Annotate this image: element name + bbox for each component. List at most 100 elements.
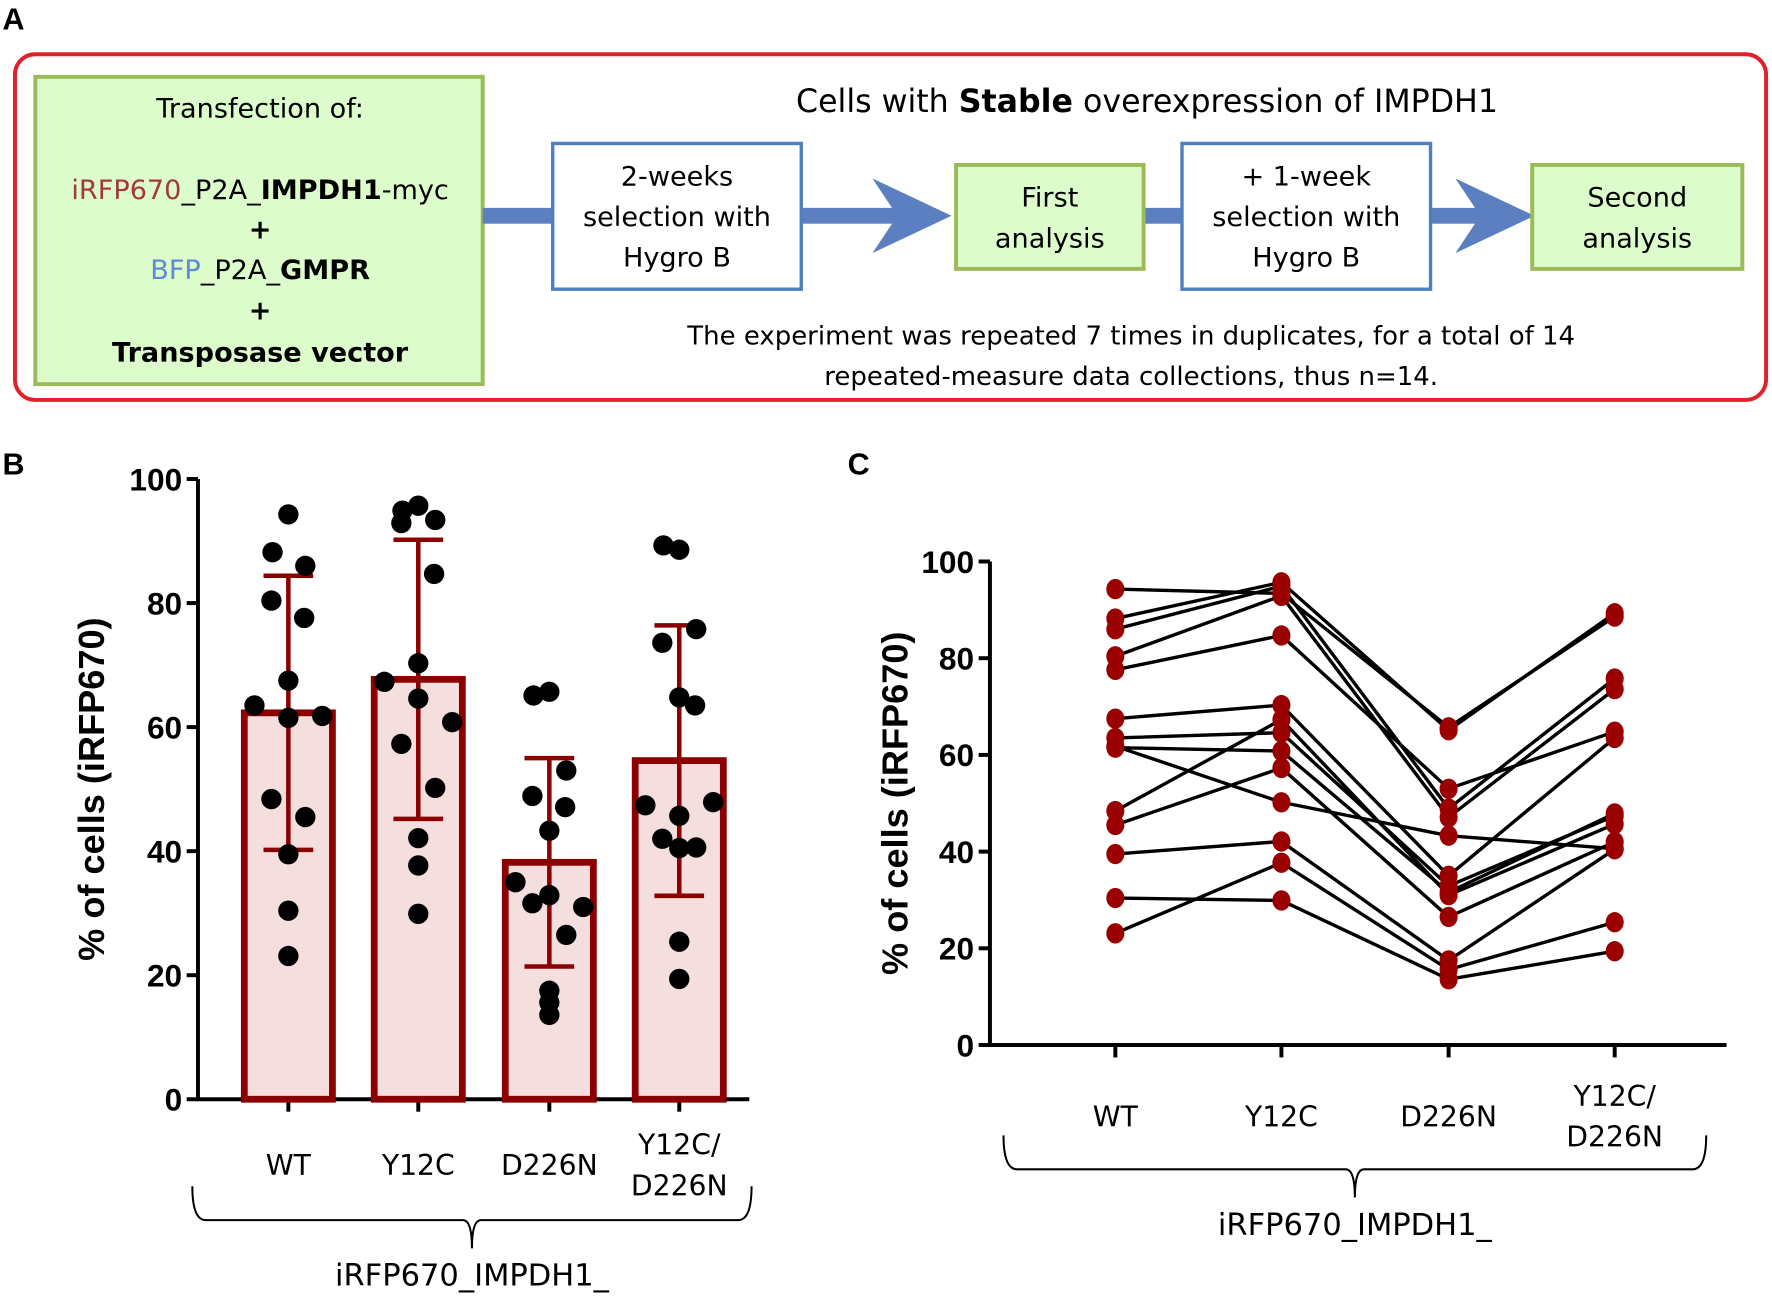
data-point bbox=[408, 688, 429, 709]
data-point bbox=[669, 931, 690, 952]
data-point bbox=[1106, 923, 1125, 944]
data-point bbox=[1106, 736, 1125, 757]
construct-segment: BFP bbox=[150, 255, 201, 286]
data-point bbox=[1106, 887, 1125, 909]
x-axis-label: iRFP670_IMPDH1_ bbox=[1218, 1208, 1493, 1243]
data-point bbox=[669, 687, 690, 708]
plus-1: + bbox=[249, 214, 272, 245]
series-line bbox=[1114, 860, 1616, 972]
data-point bbox=[539, 1004, 560, 1026]
y-axis-label: % of cells (iRFP670) bbox=[71, 617, 112, 960]
x-tick-label: Y12C/ bbox=[637, 1129, 721, 1162]
data-point bbox=[278, 945, 299, 967]
data-point bbox=[556, 760, 577, 781]
data-point bbox=[539, 885, 560, 906]
y-tick-label: 60 bbox=[939, 737, 974, 773]
data-point bbox=[1272, 831, 1291, 852]
data-point bbox=[686, 837, 707, 858]
data-point bbox=[554, 796, 576, 818]
data-point bbox=[1439, 778, 1458, 799]
arrow-1-head-icon bbox=[872, 178, 952, 254]
x-tick-label: D226N bbox=[631, 1169, 728, 1202]
series-line bbox=[1114, 744, 1615, 851]
data-point bbox=[1272, 792, 1291, 813]
connector-1 bbox=[482, 207, 553, 224]
construct-segment: -myc bbox=[382, 175, 449, 206]
series-line bbox=[1114, 580, 1616, 733]
y-tick-label: 40 bbox=[939, 834, 974, 870]
data-point bbox=[539, 681, 560, 702]
data-point bbox=[1106, 843, 1125, 865]
data-point bbox=[669, 805, 690, 826]
series-line bbox=[1115, 745, 1616, 895]
note-line: The experiment was repeated 7 times in d… bbox=[686, 322, 1575, 352]
step4-line: Second bbox=[1587, 183, 1687, 214]
construct-segment: IMPDH1 bbox=[261, 175, 382, 206]
workflow-frame bbox=[12, 52, 1769, 402]
data-point bbox=[423, 563, 445, 585]
panel-a: A Transfection of: iRFP670_P2A_IMPDH1-my… bbox=[3, 2, 1769, 402]
step1-line: 2-weeks bbox=[621, 161, 733, 192]
data-point bbox=[408, 653, 429, 674]
data-point bbox=[1605, 912, 1624, 933]
step1-line: selection with bbox=[583, 202, 771, 233]
data-point bbox=[1605, 603, 1624, 624]
data-point bbox=[505, 872, 526, 893]
data-point bbox=[669, 837, 690, 859]
construct-segment: GMPR bbox=[280, 255, 370, 286]
data-point bbox=[539, 820, 560, 841]
arrow-2-head-icon bbox=[1455, 178, 1535, 254]
y-tick-label: 20 bbox=[147, 958, 182, 994]
data-point bbox=[1272, 694, 1291, 716]
data-point bbox=[278, 900, 299, 921]
data-point bbox=[374, 671, 395, 693]
series-line bbox=[1115, 896, 1615, 982]
panel-label-a: A bbox=[3, 2, 25, 36]
construct-1: iRFP670_P2A_IMPDH1-myc bbox=[71, 175, 448, 206]
data-point bbox=[278, 707, 299, 728]
x-axis-label: iRFP670_IMPDH1_ bbox=[335, 1259, 610, 1294]
data-point bbox=[278, 670, 299, 691]
data-point bbox=[425, 509, 446, 531]
data-point bbox=[1272, 740, 1291, 762]
bar bbox=[370, 675, 466, 1103]
series-line bbox=[1114, 717, 1616, 898]
data-point bbox=[425, 777, 446, 799]
step2-line: analysis bbox=[995, 223, 1105, 254]
data-point bbox=[1106, 659, 1125, 680]
x-tick-label: Y12C bbox=[381, 1149, 455, 1182]
step-selection-1wk bbox=[1180, 141, 1433, 291]
step-selection-2wk bbox=[551, 141, 803, 291]
data-point bbox=[1439, 720, 1458, 741]
data-point bbox=[312, 705, 333, 727]
data-point bbox=[573, 896, 594, 918]
data-point bbox=[278, 504, 299, 525]
data-point bbox=[408, 855, 429, 876]
transfection-box bbox=[33, 74, 485, 387]
construct-segment: iRFP670 bbox=[71, 175, 181, 206]
data-point bbox=[523, 685, 544, 706]
data-point bbox=[522, 893, 543, 914]
data-point bbox=[261, 590, 282, 611]
data-point bbox=[635, 795, 656, 816]
y-tick-label: 100 bbox=[921, 544, 974, 580]
data-point bbox=[1106, 708, 1125, 729]
transfection-title: Transfection of: bbox=[155, 93, 364, 124]
series-line bbox=[1115, 839, 1616, 963]
data-point bbox=[669, 539, 690, 560]
step3-line: + 1-week bbox=[1241, 161, 1371, 192]
series-line bbox=[1114, 766, 1616, 919]
bar-chart: 0 20 40 60 80 100 % of cells (iRFP670) WT Y12C D2… bbox=[71, 461, 753, 1294]
x-tick-label: D226N bbox=[1400, 1100, 1497, 1133]
data-point bbox=[1272, 709, 1291, 730]
data-point bbox=[408, 903, 429, 924]
data-point bbox=[1106, 619, 1125, 640]
data-point bbox=[1605, 678, 1624, 700]
y-tick-label: 40 bbox=[147, 833, 182, 869]
data-point bbox=[1272, 625, 1291, 646]
data-point bbox=[686, 618, 707, 640]
data-point bbox=[295, 555, 316, 577]
data-point bbox=[1439, 825, 1458, 846]
data-point bbox=[408, 827, 429, 849]
data-point bbox=[652, 632, 673, 653]
